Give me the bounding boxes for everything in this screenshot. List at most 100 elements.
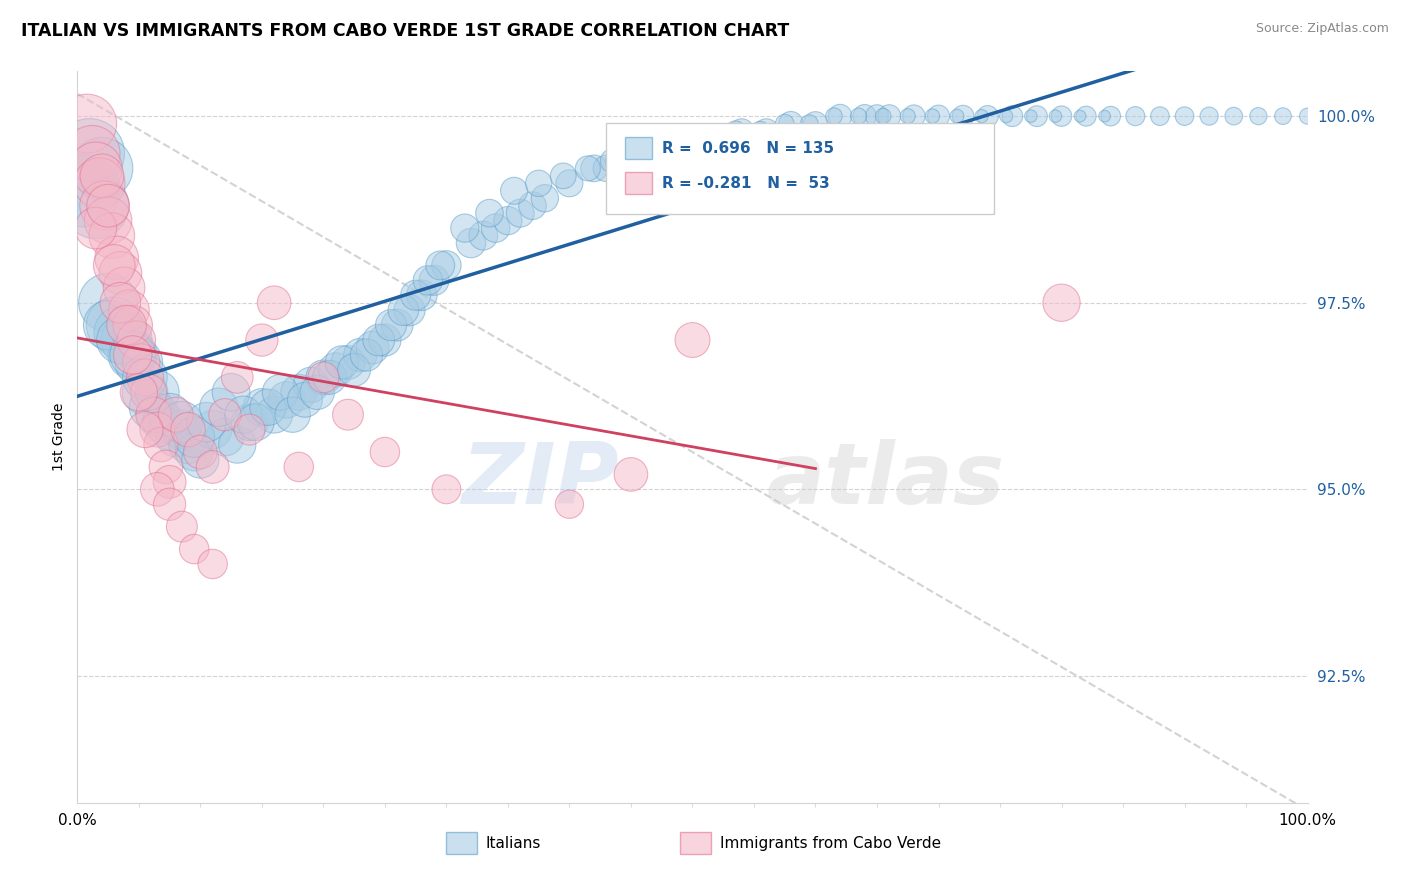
Point	[288, 385, 311, 400]
Point	[872, 109, 894, 123]
Point	[398, 303, 420, 318]
Point	[576, 161, 599, 176]
Point	[105, 251, 128, 265]
Point	[330, 355, 353, 369]
Point	[142, 408, 165, 422]
Point	[1099, 109, 1122, 123]
Point	[134, 423, 156, 437]
Point	[620, 467, 643, 482]
Point	[337, 355, 360, 369]
Point	[97, 213, 120, 227]
Bar	[681, 832, 711, 854]
Point	[232, 408, 254, 422]
Point	[146, 483, 169, 497]
Point	[977, 109, 1000, 123]
Point	[250, 333, 273, 347]
Point	[250, 401, 273, 415]
Point	[356, 348, 378, 362]
Point	[700, 131, 723, 145]
Point	[799, 117, 821, 131]
Point	[706, 131, 728, 145]
Text: Immigrants from Cabo Verde: Immigrants from Cabo Verde	[720, 836, 941, 851]
Point	[1094, 109, 1116, 123]
Point	[558, 497, 581, 511]
Point	[534, 191, 557, 205]
Point	[128, 355, 150, 369]
Point	[1198, 109, 1220, 123]
Point	[263, 295, 285, 310]
Point	[460, 235, 482, 250]
Text: R = -0.281   N =  53: R = -0.281 N = 53	[662, 176, 830, 191]
Point	[128, 385, 150, 400]
Point	[159, 497, 181, 511]
Point	[995, 109, 1018, 123]
Point	[405, 288, 427, 302]
Point	[853, 109, 876, 123]
Point	[429, 259, 451, 273]
Point	[1019, 109, 1042, 123]
Point	[1069, 109, 1091, 123]
Point	[626, 146, 648, 161]
Point	[82, 146, 104, 161]
Point	[970, 109, 993, 123]
Point	[380, 318, 402, 332]
Point	[830, 109, 852, 123]
Point	[84, 221, 107, 235]
Point	[288, 459, 311, 474]
Point	[299, 377, 322, 392]
Point	[245, 415, 267, 429]
Point	[79, 146, 101, 161]
Point	[121, 348, 143, 362]
Point	[503, 184, 526, 198]
Point	[146, 423, 169, 437]
Point	[595, 161, 617, 176]
Point	[152, 415, 174, 429]
Point	[84, 161, 107, 176]
Point	[276, 392, 298, 407]
Point	[125, 333, 148, 347]
Point	[101, 228, 124, 243]
Point	[146, 385, 169, 400]
Point	[257, 401, 280, 415]
Point	[239, 415, 262, 429]
Point	[472, 228, 495, 243]
Point	[188, 452, 212, 467]
Point	[848, 109, 870, 123]
Point	[263, 408, 285, 422]
Point	[436, 259, 458, 273]
Point	[159, 423, 181, 437]
Point	[269, 385, 291, 400]
Point	[294, 392, 316, 407]
Point	[110, 266, 132, 280]
Point	[118, 303, 141, 318]
Point	[90, 161, 114, 176]
Point	[1050, 109, 1073, 123]
Point	[183, 445, 205, 459]
Point	[897, 109, 920, 123]
Text: R =  0.696   N = 135: R = 0.696 N = 135	[662, 141, 834, 156]
Point	[553, 169, 575, 183]
Point	[159, 475, 181, 489]
Point	[141, 401, 163, 415]
Point	[749, 124, 772, 138]
Point	[188, 445, 212, 459]
Point	[214, 430, 236, 444]
Point	[146, 408, 169, 422]
Point	[134, 385, 156, 400]
Point	[226, 437, 249, 451]
Point	[159, 408, 181, 422]
Point	[177, 423, 200, 437]
Point	[201, 459, 224, 474]
Text: ZIP: ZIP	[461, 440, 619, 523]
Point	[423, 273, 446, 287]
Point	[103, 318, 125, 332]
Point	[392, 303, 415, 318]
Text: Italians: Italians	[486, 836, 541, 851]
Point	[349, 348, 371, 362]
Point	[115, 318, 138, 332]
Text: ITALIAN VS IMMIGRANTS FROM CABO VERDE 1ST GRADE CORRELATION CHART: ITALIAN VS IMMIGRANTS FROM CABO VERDE 1S…	[21, 22, 789, 40]
Point	[675, 131, 697, 145]
Point	[138, 385, 160, 400]
Point	[103, 259, 125, 273]
Point	[239, 423, 262, 437]
